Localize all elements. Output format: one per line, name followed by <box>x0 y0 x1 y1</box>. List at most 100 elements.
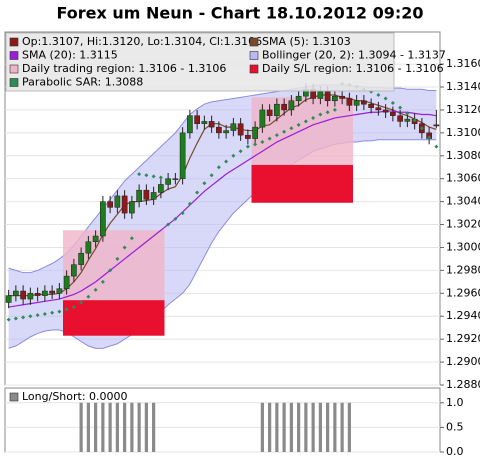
sar-dot <box>93 287 98 292</box>
candle-body <box>390 111 396 116</box>
candle-body <box>288 100 295 111</box>
sar-dot <box>137 172 142 177</box>
legend-swatch <box>249 64 259 74</box>
sar-dot <box>216 165 221 170</box>
sar-dot <box>50 310 55 315</box>
bar <box>137 402 141 452</box>
sar-dot <box>21 315 26 320</box>
legend-swatch <box>249 51 259 60</box>
bar <box>297 402 301 452</box>
y-tick-label: 1.2980 <box>446 263 480 276</box>
sar-dot <box>42 311 47 316</box>
candle-body <box>237 123 244 136</box>
candle-body <box>375 107 382 111</box>
sar-dot <box>245 144 250 149</box>
sar-dot <box>122 245 127 250</box>
candle-body <box>143 189 150 200</box>
plot-area <box>4 387 441 453</box>
legend-label: SMA (5): 1.3103 <box>262 35 351 48</box>
chart-title: Forex um Neun - Chart 18.10.2012 09:20 <box>56 4 423 23</box>
y-tick-label: 0.5 <box>446 420 464 433</box>
candle-body <box>216 126 222 134</box>
sar-dot <box>296 122 301 127</box>
candle-body <box>85 241 92 254</box>
sar-dot <box>376 93 381 98</box>
sar-dot <box>28 314 33 319</box>
candle-body <box>317 91 324 99</box>
sar-dot <box>209 173 214 178</box>
legend-swatch <box>9 64 19 74</box>
candle-body <box>56 288 63 294</box>
bar <box>86 402 90 452</box>
candle-body <box>49 290 55 294</box>
band-lower <box>8 139 437 349</box>
sar-dot <box>6 317 11 322</box>
candle-body <box>165 178 171 185</box>
bar <box>326 402 330 452</box>
bar <box>101 402 105 452</box>
candle-body <box>382 109 389 113</box>
candle-body <box>136 189 142 202</box>
bar <box>79 402 83 452</box>
candle-body <box>107 201 113 208</box>
candle-body <box>114 195 121 208</box>
sar-dot <box>115 256 120 261</box>
candle-body <box>100 201 106 237</box>
sar-dot <box>383 96 388 101</box>
legend-swatch <box>9 37 19 47</box>
sar-dot <box>71 305 76 310</box>
candle-body <box>121 195 128 214</box>
bar <box>304 402 308 452</box>
sar-dot <box>13 316 18 321</box>
candle-body <box>179 132 186 179</box>
sl-region <box>251 164 353 203</box>
candle-body <box>404 118 411 122</box>
legend-box <box>5 32 395 92</box>
sar-dot <box>405 111 410 116</box>
y-tick-label: 1.3080 <box>446 149 480 162</box>
legend-swatch <box>249 37 259 47</box>
bar <box>115 402 119 452</box>
bar <box>144 402 148 452</box>
sar-dot <box>332 107 337 112</box>
candle-body <box>34 293 41 296</box>
sar-dot <box>187 201 192 206</box>
sar-dot <box>108 268 113 273</box>
candle-body <box>230 123 237 131</box>
y-tick-label: 1.3100 <box>446 126 480 139</box>
sl-region <box>63 300 165 336</box>
candle-body <box>361 100 367 105</box>
legend-swatch <box>9 78 19 87</box>
sar-dot <box>412 118 417 123</box>
y-tick-label: 1.0 <box>446 396 464 409</box>
y-tick-label: 1.3020 <box>446 218 480 231</box>
sar-dot <box>100 279 105 284</box>
candle-body <box>353 100 360 106</box>
sar-dot <box>260 140 265 145</box>
legend-label: Bollinger (20, 2): 1.3094 - 1.3137 <box>262 49 446 62</box>
sar-dot <box>57 309 62 314</box>
candle-body <box>150 192 157 200</box>
bar <box>347 402 351 452</box>
bar <box>318 402 322 452</box>
candle-body <box>201 121 208 124</box>
sar-dot <box>202 181 207 186</box>
sar-dot <box>303 119 308 124</box>
legend-label: Long/Short: 0.0000 <box>22 390 128 403</box>
y-tick-label: 1.3140 <box>446 80 480 93</box>
candle-body <box>433 124 440 127</box>
bar <box>94 402 98 452</box>
candle-body <box>208 121 215 128</box>
sar-dot <box>173 216 178 221</box>
candle-body <box>295 95 302 102</box>
bar <box>268 402 272 452</box>
sar-dot <box>79 300 84 305</box>
candle-body <box>281 103 287 111</box>
sar-dot <box>311 115 316 120</box>
candle-body <box>92 235 99 242</box>
candle-body <box>252 126 258 139</box>
y-tick-label: 1.2940 <box>446 309 480 322</box>
legend-label: Daily trading region: 1.3106 - 1.3106 <box>22 62 226 75</box>
candle-body <box>71 264 77 277</box>
